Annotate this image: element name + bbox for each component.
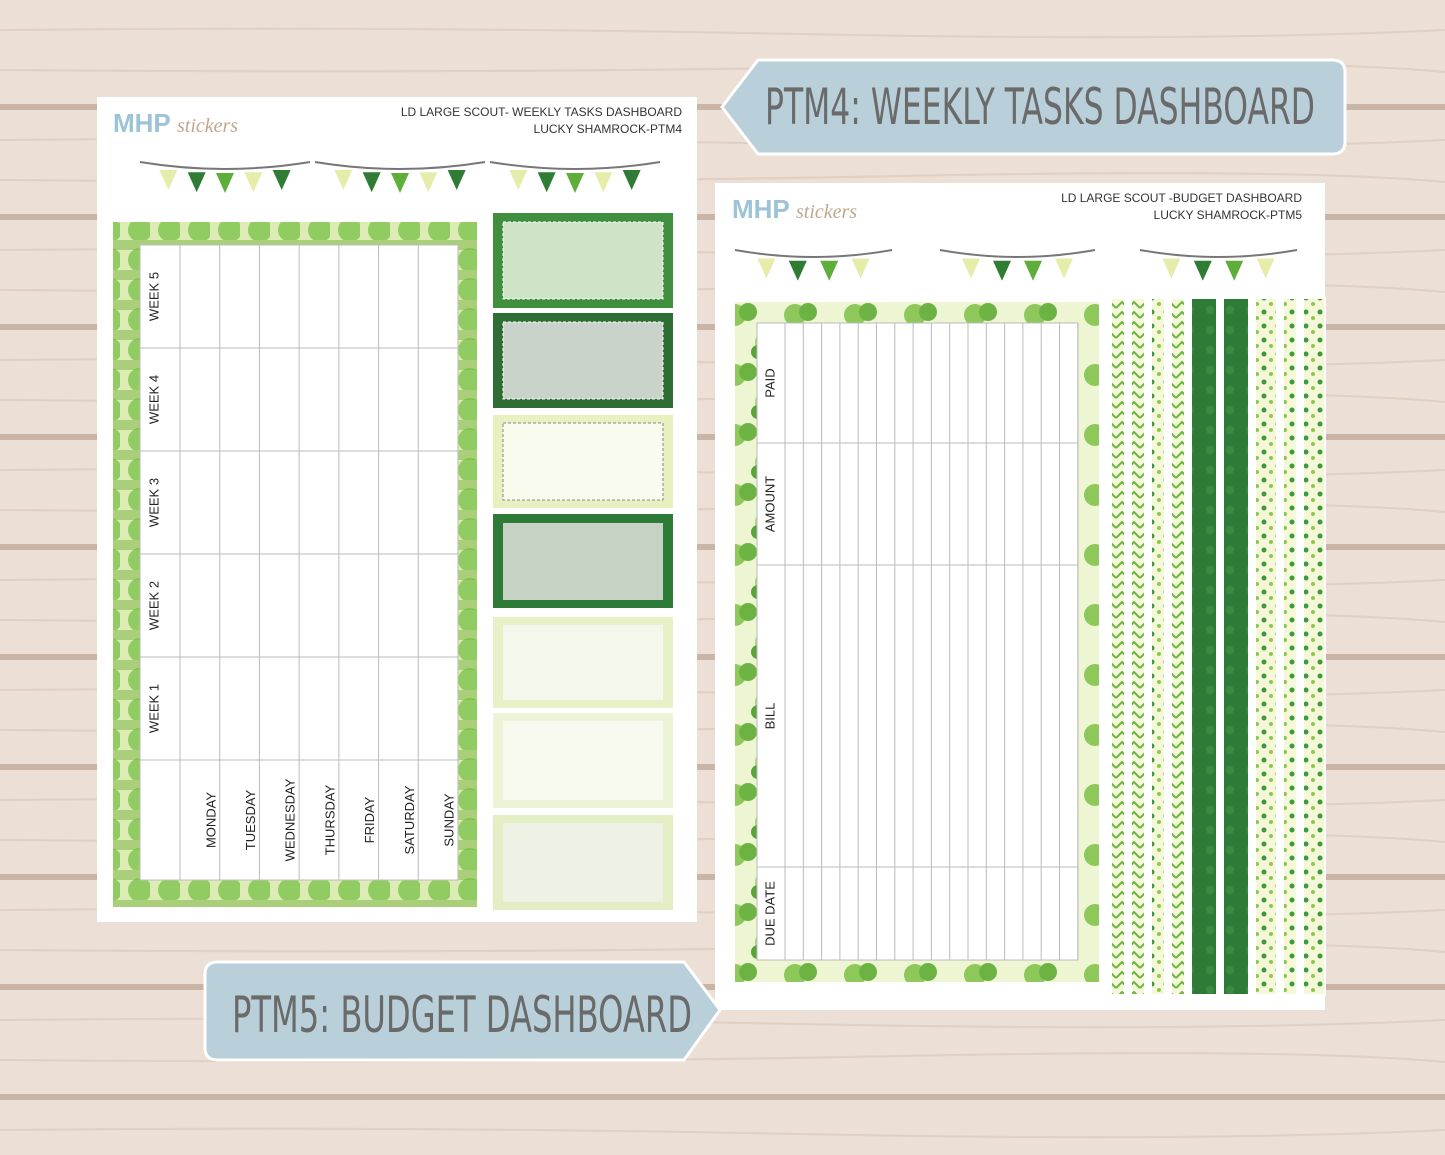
bunting [139,161,661,193]
column-label: MONDAY [203,792,218,848]
sticker [502,422,664,501]
pennant [820,260,839,281]
logo-script: stickers [177,115,238,137]
column-label: AMOUNT [762,476,777,532]
column-label: FRIDAY [362,796,377,843]
banner-text: PTM5: BUDGET DASHBOARD [232,986,692,1044]
pennant [187,172,206,193]
bunting-string [939,249,1096,258]
pennant [272,170,291,190]
bunting [734,249,1298,281]
washi-strip [1170,297,1186,996]
pennant [1256,258,1275,279]
row-label: WEEK 3 [146,478,161,527]
pennant [362,172,381,193]
row-label: WEEK 5 [146,272,161,321]
pennant [419,172,438,193]
pennant [159,170,178,190]
column-label: THURSDAY [322,784,337,855]
pennant [594,172,613,193]
sheet-weekly: MHP stickers LD LARGE SCOUT- WEEKLY TASK… [97,97,697,922]
pennant [216,173,234,193]
logo-script: stickers [796,201,857,223]
logo-main: MHP [113,108,171,138]
column-label: BILL [762,703,777,730]
bunting-string [314,161,486,170]
grid-lines: WEEK 5 WEEK 4 WEEK 3 WEEK 2 WEEK 1 MONDAY TUES… [140,245,458,880]
pennant [851,258,870,279]
sticker [503,721,663,800]
pennant [537,172,556,193]
pennant [509,170,528,190]
bunting-string [489,161,661,170]
pennant [1193,260,1212,281]
pennant [1055,258,1073,279]
pennant [447,170,466,190]
column-label: WEDNESDAY [283,778,298,861]
budget-grid [756,322,1079,961]
pennant [566,173,584,193]
pennant [962,258,980,279]
washi-strip [1130,297,1146,996]
washi-strip [1302,297,1326,996]
washi-strip [1190,297,1218,996]
pennant [391,173,409,193]
row-label: WEEK 4 [146,375,161,424]
pennant [993,260,1011,281]
pennant [1225,260,1244,281]
washi-strips [1110,297,1326,996]
column-label: SUNDAY [442,793,457,847]
pennant [622,170,641,190]
grid-lines: PAID AMOUNT BILL DUE DATE [757,323,1079,960]
pennant [757,258,776,279]
banner: PTM4: WEEKLY TASKS DASHBOARD [720,58,1347,156]
column-label: PAID [762,368,777,397]
logo-main: MHP [732,194,790,224]
sheet-subheader: LUCKY SHAMROCK-PTM5 [1154,208,1303,222]
row-label: WEEK 1 [146,684,161,733]
sticker [503,625,663,700]
side-stickers [493,213,673,910]
bunting-string [1139,249,1298,258]
pennant [1162,258,1181,279]
washi-strip [1150,297,1166,996]
sticker [503,823,663,902]
column-label: TUESDAY [243,789,258,850]
bunting-string [139,161,311,170]
sheet-header: LD LARGE SCOUT -BUDGET DASHBOARD [1061,191,1302,205]
sheet-budget: MHP stickers LD LARGE SCOUT -BUDGET DASH… [715,183,1326,1010]
sticker [502,221,664,300]
sticker [503,523,663,600]
washi-strip [1254,297,1278,996]
washi-strip [1282,297,1298,996]
column-label: SATURDAY [402,785,417,854]
sheet-subheader: LUCKY SHAMROCK-PTM4 [534,122,683,136]
sticker [502,321,664,400]
sheet-header: LD LARGE SCOUT- WEEKLY TASKS DASHBOARD [401,105,683,119]
pennant [1024,260,1042,281]
row-label: WEEK 2 [146,581,161,630]
banner: PTM5: BUDGET DASHBOARD [203,960,722,1062]
banner-text: PTM4: WEEKLY TASKS DASHBOARD [765,78,1315,136]
pennant [244,172,263,193]
pennant [334,170,353,190]
bunting-string [734,249,893,258]
pennant [788,260,807,281]
column-label: DUE DATE [762,881,777,946]
washi-strip [1222,297,1250,996]
washi-strip [1110,297,1126,996]
